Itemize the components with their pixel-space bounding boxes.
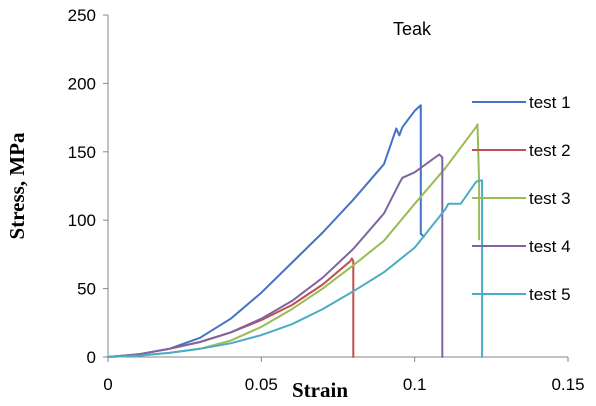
series-line-test-1 (107, 104, 425, 358)
series-line-test-3 (107, 123, 481, 358)
series-line-test-5 (107, 179, 484, 358)
x-tick-label: 0.1 (403, 375, 427, 394)
x-tick-label: 0.05 (245, 375, 278, 394)
y-tick-label: 100 (68, 211, 96, 230)
x-tick-label: 0 (103, 375, 112, 394)
y-tick-label: 250 (68, 6, 96, 25)
legend-label: test 1 (529, 93, 571, 112)
series-line-test-4 (107, 153, 444, 358)
series-lines (107, 104, 484, 358)
axes (107, 15, 568, 358)
legend-label: test 2 (529, 141, 571, 160)
legend-label: test 4 (529, 237, 571, 256)
legend: test 1 test 2 test 3 test 4 test 5 (472, 93, 571, 304)
legend-label: test 5 (529, 285, 571, 304)
x-axis-title: Strain (292, 378, 348, 402)
x-ticks: 0 0.05 0.1 0.15 (103, 357, 585, 394)
series-line-test-2 (107, 257, 355, 358)
chart-title: Teak (393, 19, 432, 39)
y-tick-label: 0 (87, 348, 96, 367)
x-tick-label: 0.15 (551, 375, 584, 394)
y-tick-label: 150 (68, 143, 96, 162)
y-axis-title: Stress, MPa (5, 132, 29, 239)
y-ticks: 0 50 100 150 200 250 (68, 6, 108, 367)
legend-label: test 3 (529, 189, 571, 208)
y-tick-label: 200 (68, 74, 96, 93)
y-tick-label: 50 (77, 280, 96, 299)
